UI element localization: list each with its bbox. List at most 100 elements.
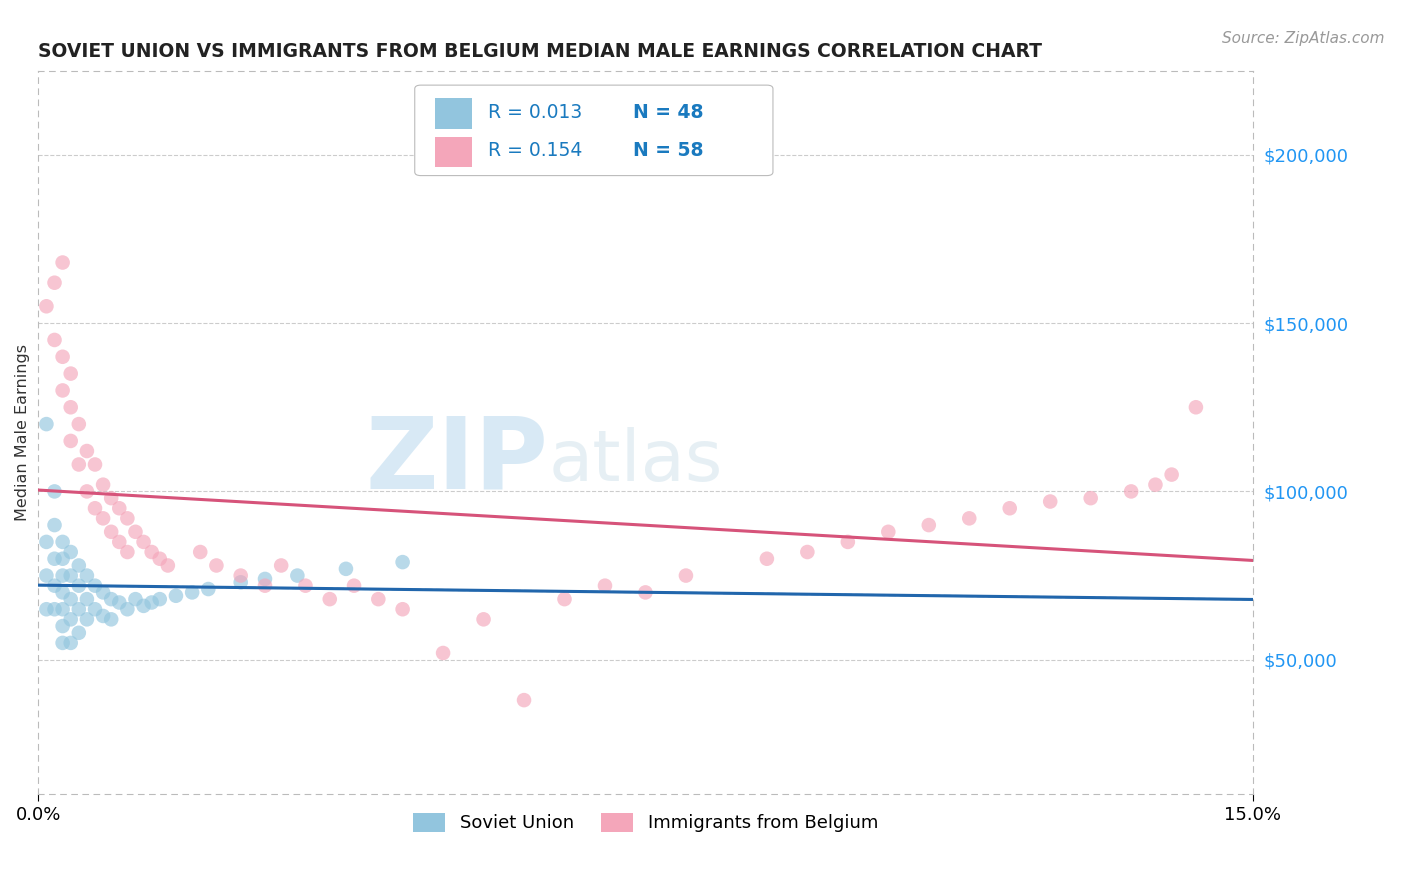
Point <box>35 299 58 313</box>
Point <box>141 545 163 559</box>
Point <box>124 524 146 539</box>
Point <box>84 579 107 593</box>
Point <box>59 434 82 448</box>
Point <box>76 484 98 499</box>
Point <box>181 585 204 599</box>
Point <box>391 602 413 616</box>
Point <box>44 484 66 499</box>
Point <box>59 401 82 415</box>
Point <box>67 579 90 593</box>
Point <box>52 384 75 398</box>
Point <box>44 276 66 290</box>
Point <box>755 551 778 566</box>
Point <box>343 579 366 593</box>
Point <box>634 585 657 599</box>
Point <box>91 511 114 525</box>
Point <box>205 558 228 573</box>
Point <box>593 579 616 593</box>
Point <box>84 458 107 472</box>
Point <box>59 568 82 582</box>
Point <box>76 612 98 626</box>
Point <box>319 592 342 607</box>
Point <box>513 693 536 707</box>
Point <box>165 589 187 603</box>
Point <box>100 612 122 626</box>
Text: R = 0.013: R = 0.013 <box>488 103 582 122</box>
Y-axis label: Median Male Earnings: Median Male Earnings <box>15 344 30 521</box>
Point <box>1185 401 1208 415</box>
Point <box>391 555 413 569</box>
Point <box>59 592 82 607</box>
Point <box>287 568 309 582</box>
Point <box>76 568 98 582</box>
Point <box>44 602 66 616</box>
Point <box>35 417 58 431</box>
Point <box>294 579 316 593</box>
Point <box>59 545 82 559</box>
Point <box>76 444 98 458</box>
Point <box>91 609 114 624</box>
Point <box>59 612 82 626</box>
Point <box>229 575 252 590</box>
Point <box>84 501 107 516</box>
Point <box>35 535 58 549</box>
Point <box>52 350 75 364</box>
Point <box>229 568 252 582</box>
Point <box>335 562 357 576</box>
Point <box>44 333 66 347</box>
Point <box>188 545 211 559</box>
Point <box>35 568 58 582</box>
Point <box>44 518 66 533</box>
Point <box>35 602 58 616</box>
Point <box>197 582 219 596</box>
Point <box>553 592 575 607</box>
Point <box>67 625 90 640</box>
Point <box>67 458 90 472</box>
Point <box>108 535 131 549</box>
Point <box>108 501 131 516</box>
Point <box>91 477 114 491</box>
Point <box>1160 467 1182 482</box>
Point <box>149 551 172 566</box>
FancyBboxPatch shape <box>415 85 773 176</box>
Point <box>84 602 107 616</box>
Point <box>132 535 155 549</box>
Point <box>270 558 292 573</box>
Point <box>91 585 114 599</box>
Point <box>1080 491 1102 505</box>
Point <box>52 636 75 650</box>
Point <box>44 551 66 566</box>
Point <box>52 602 75 616</box>
Point <box>52 255 75 269</box>
Point <box>149 592 172 607</box>
Text: N = 58: N = 58 <box>633 142 704 161</box>
Point <box>1039 494 1062 508</box>
Point <box>67 602 90 616</box>
Point <box>76 592 98 607</box>
Point <box>100 524 122 539</box>
Text: R = 0.154: R = 0.154 <box>488 142 582 161</box>
Point <box>108 595 131 609</box>
Point <box>918 518 941 533</box>
Point <box>67 558 90 573</box>
Point <box>52 585 75 599</box>
Point <box>132 599 155 613</box>
Point <box>100 592 122 607</box>
Point <box>998 501 1021 516</box>
Point <box>472 612 495 626</box>
Text: N = 48: N = 48 <box>633 103 704 122</box>
Point <box>67 417 90 431</box>
Point <box>156 558 179 573</box>
Point <box>117 545 139 559</box>
Point <box>253 579 276 593</box>
Point <box>52 568 75 582</box>
Point <box>124 592 146 607</box>
Point <box>1121 484 1143 499</box>
Point <box>1144 477 1167 491</box>
Point <box>253 572 276 586</box>
Text: ZIP: ZIP <box>366 413 548 510</box>
Point <box>52 551 75 566</box>
Point <box>59 636 82 650</box>
Point <box>52 535 75 549</box>
Point <box>100 491 122 505</box>
